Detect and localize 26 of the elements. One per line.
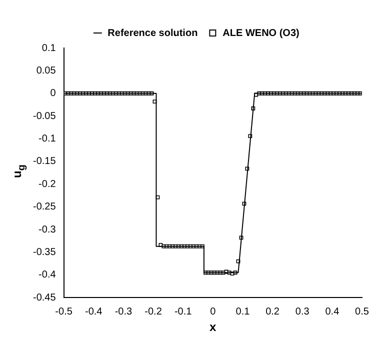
x-tick-label: -0.1 — [174, 306, 192, 318]
y-tick-label: -0.35 — [32, 246, 56, 258]
x-tick-label: -0.2 — [144, 306, 162, 318]
y-tick-label: 0 — [50, 88, 56, 100]
x-tick-label: 0 — [210, 306, 216, 318]
x-tick-label: -0.5 — [55, 306, 73, 318]
x-axis-title: x — [210, 320, 217, 334]
legend-label: Reference solution — [108, 28, 198, 39]
y-tick-label: -0.25 — [32, 202, 56, 213]
y-tick-label: -0.2 — [38, 178, 56, 190]
x-tick-label: -0.4 — [84, 306, 103, 318]
x-tick-label: 0.4 — [325, 306, 340, 318]
y-tick-label: -0.4 — [38, 270, 56, 281]
x-tick-label: 0.1 — [236, 306, 250, 318]
x-tick-label: 0.5 — [355, 306, 370, 318]
legend-label: ALE WENO (O3) — [222, 28, 300, 39]
y-tick-label: -0.15 — [32, 156, 56, 168]
y-tick-label: -0.45 — [32, 292, 56, 304]
y-tick-label: 0.05 — [36, 65, 56, 76]
y-tick-label: -0.3 — [38, 224, 56, 236]
x-tick-label: -0.3 — [114, 306, 132, 318]
y-tick-label: -0.05 — [32, 110, 56, 122]
x-tick-label: 0.3 — [295, 306, 310, 318]
x-tick-label: 0.2 — [266, 306, 280, 318]
y-tick-label: -0.1 — [38, 134, 56, 145]
y-tick-label: 0.1 — [42, 42, 56, 54]
